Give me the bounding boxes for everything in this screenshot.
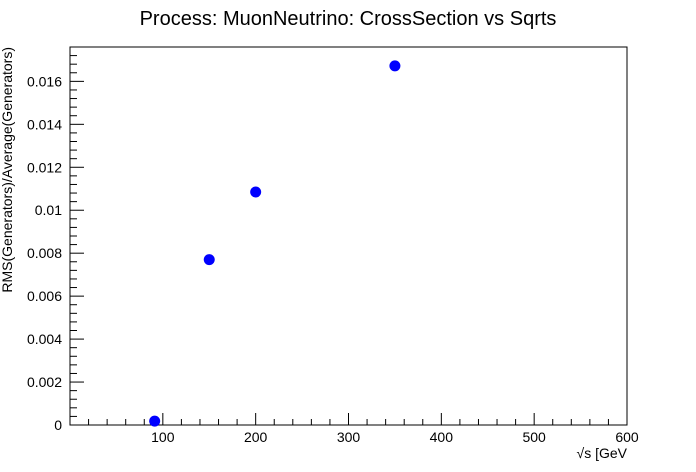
y-tick-label: 0.012 — [27, 159, 62, 175]
data-point — [389, 60, 401, 72]
y-tick-label: 0.016 — [27, 73, 62, 89]
chart-title: Process: MuonNeutrino: CrossSection vs S… — [140, 8, 557, 30]
data-point — [149, 415, 161, 427]
y-axis-label: RMS(Generators)/Average(Generators) — [0, 47, 15, 293]
x-tick-label: 500 — [522, 429, 546, 445]
x-minor-ticks — [88, 419, 609, 425]
data-points — [149, 60, 401, 427]
y-minor-ticks — [70, 46, 77, 417]
data-point — [250, 186, 262, 198]
x-axis-ticks: 100 200 300 400 500 600 — [151, 413, 639, 445]
x-tick-label: 200 — [244, 429, 268, 445]
y-tick-label: 0.01 — [35, 202, 62, 218]
y-tick-label: 0.002 — [27, 374, 62, 390]
x-tick-label: 300 — [337, 429, 361, 445]
y-tick-label: 0.008 — [27, 245, 62, 261]
y-tick-label: 0.006 — [27, 288, 62, 304]
x-tick-label: 400 — [430, 429, 454, 445]
plot-frame — [69, 46, 628, 426]
x-tick-label: 100 — [151, 429, 175, 445]
y-tick-label: 0 — [54, 417, 62, 433]
x-tick-label: 600 — [615, 429, 639, 445]
y-axis-ticks: 0 0.002 0.004 0.006 0.008 0.01 0.012 0.014 0.016 — [27, 73, 84, 433]
x-axis-label: √s [GeV — [577, 445, 628, 461]
y-tick-label: 0.014 — [27, 116, 62, 132]
y-tick-label: 0.004 — [27, 331, 62, 347]
data-point — [203, 254, 215, 266]
